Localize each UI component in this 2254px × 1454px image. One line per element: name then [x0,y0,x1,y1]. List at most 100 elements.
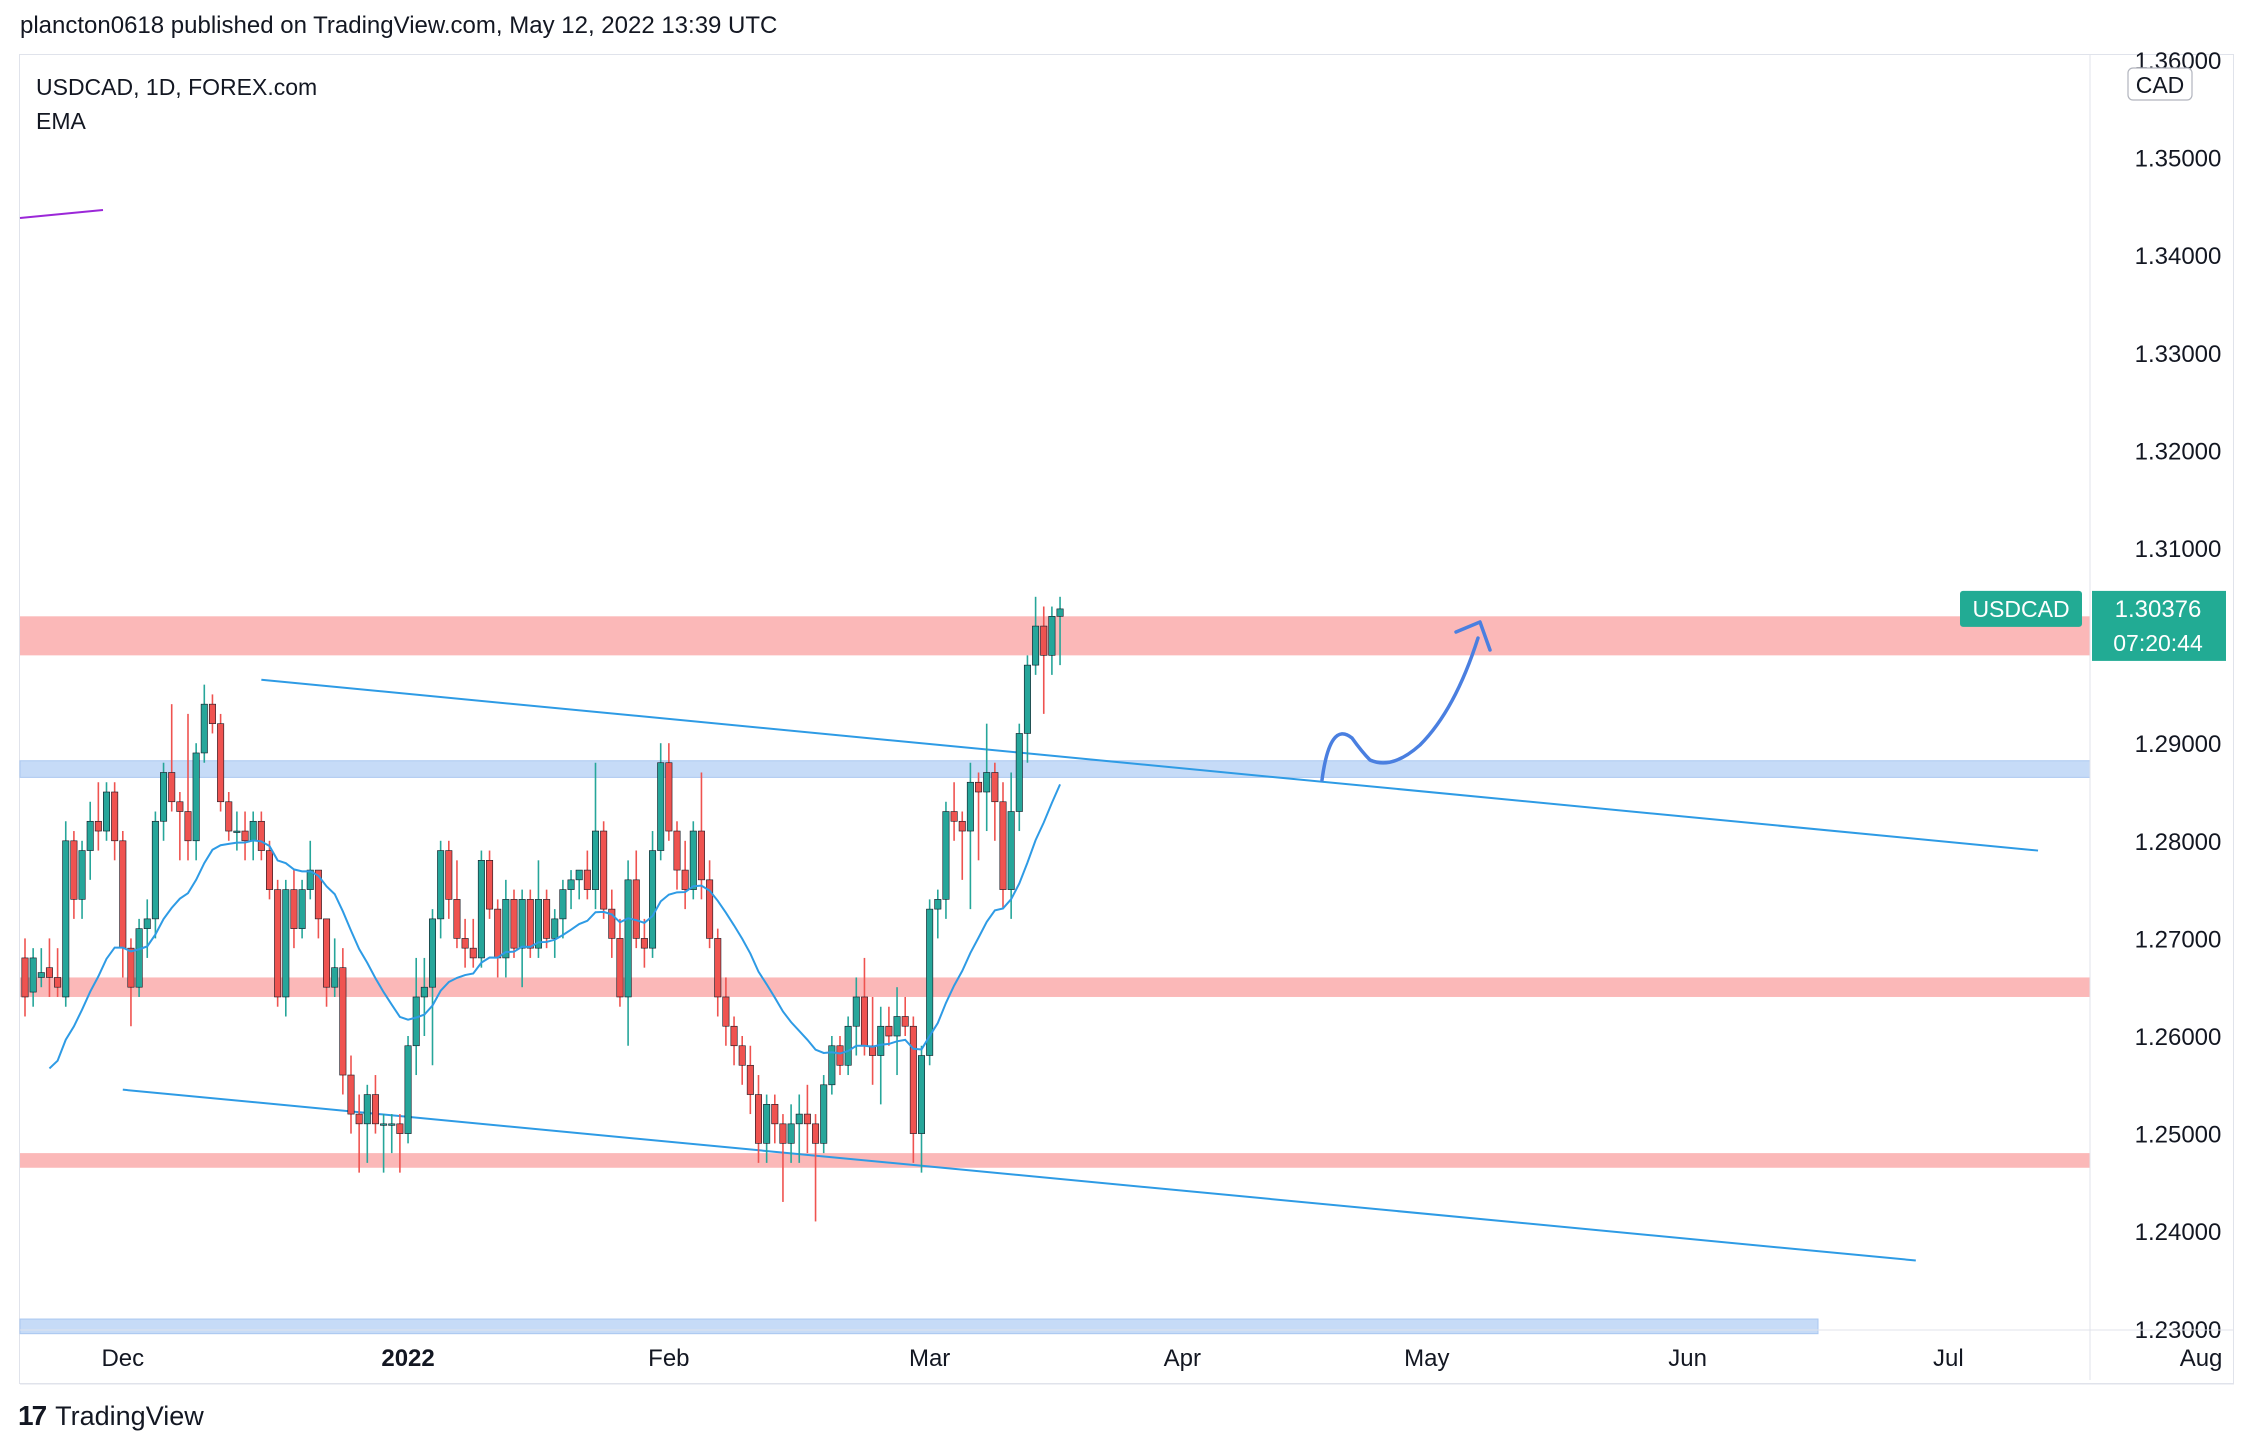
tradingview-logo[interactable]: 17 TradingView [18,1400,204,1432]
candle-body [208,703,216,724]
symbol-line[interactable]: USDCAD, 1D, FOREX.com [36,74,318,100]
indicator-label[interactable]: EMA [36,108,86,134]
candle-body [640,938,648,949]
candle-body [420,986,428,998]
zone-support-4 [19,1318,1819,1335]
candle-body [828,1045,836,1086]
candle-body [730,1025,738,1047]
chart-legend: USDCAD, 1D, FOREX.com EMA [36,70,317,138]
time-tick-label: Aug [2180,1345,2223,1372]
candle-body [461,938,469,949]
candle-body [559,889,567,920]
candle-body [844,1025,852,1066]
candle-body [453,899,461,939]
candle-body [486,860,494,910]
candle-body [942,811,950,900]
price-tick-label: 1.28000 [2135,829,2222,856]
candle-body [966,781,974,832]
candle-body [551,918,559,939]
candle-body [176,801,184,812]
candle-body [632,879,640,939]
candle-body [217,723,225,803]
candle-body [1023,664,1031,734]
price-tick-label: 1.31000 [2135,536,2222,563]
price-tick-label: 1.29000 [2135,731,2222,758]
candle-body [200,703,208,754]
candle-body [958,820,966,832]
candle-body [812,1123,820,1144]
candle-body [754,1094,762,1144]
candle-body [54,977,62,988]
candle-body [575,869,583,881]
candle-body [380,1123,388,1126]
candle-body [567,879,575,890]
channel-line-0 [261,678,2039,852]
drawn-arrow [1320,636,1480,782]
candle-body [86,820,94,851]
candle-body [616,938,624,998]
candle-body [412,996,420,1047]
drawn-arrow-head [1454,620,1492,652]
price-tick-label: 1.34000 [2135,243,2222,270]
candle-body [111,791,119,842]
countdown-value: 07:20:44 [2113,630,2203,656]
candle-body [738,1045,746,1066]
candle-body [706,879,714,939]
candle-body [665,762,673,832]
candle-body [21,957,29,998]
channel-line-1 [122,1088,1916,1262]
symbol-price-tag [1960,590,2082,627]
candle-body [1056,608,1064,617]
candle-body [290,889,298,929]
time-tick-label: 2022 [381,1345,434,1372]
candle-body [673,830,681,871]
candle-body [477,860,485,959]
candle-body [543,899,551,939]
candle-body [877,1025,885,1056]
zone-resistance-2 [20,977,2090,997]
candle-body [396,1123,404,1134]
candle-body [999,801,1007,890]
time-tick-label: Apr [1164,1345,1201,1372]
price-tick-label: 1.35000 [2135,146,2222,173]
price-tick-label: 1.25000 [2135,1122,2222,1149]
candle-body [70,840,78,900]
candle-body [534,899,542,949]
candle-body [265,850,273,890]
candle-body [241,830,249,842]
time-tick-label: May [1404,1345,1449,1372]
candle-body [909,1025,917,1134]
purple-line [19,209,104,219]
candle-body [893,1016,901,1037]
candle-body [274,889,282,998]
candle-body [37,972,45,978]
price-tick-label: 1.24000 [2135,1219,2222,1246]
candle-body [714,938,722,998]
candle-body [1032,625,1040,666]
candle-body [331,967,339,988]
candle-body [763,1104,771,1144]
candle-body [355,1113,363,1125]
currency-label: CAD [2136,72,2185,98]
price-tick-label: 1.32000 [2135,438,2222,465]
candle-body [991,772,999,803]
zone-support-1 [19,760,2091,778]
candle-body [437,850,445,920]
candles [21,596,1064,1222]
candle-body [135,928,143,988]
candle-body [469,947,477,959]
candle-body [445,850,453,900]
candle-body [388,1123,396,1126]
candle-body [1048,616,1056,656]
candle-body [151,820,159,920]
candle-body [950,811,958,822]
candle-body [779,1123,787,1144]
candle-body [1015,733,1023,812]
candle-body [657,762,665,851]
ema-line [48,783,1061,1070]
candle-body [184,811,192,842]
candle-body [314,869,322,920]
symbol-tag-label: USDCAD [1972,596,2069,622]
candle-body [885,1025,893,1037]
